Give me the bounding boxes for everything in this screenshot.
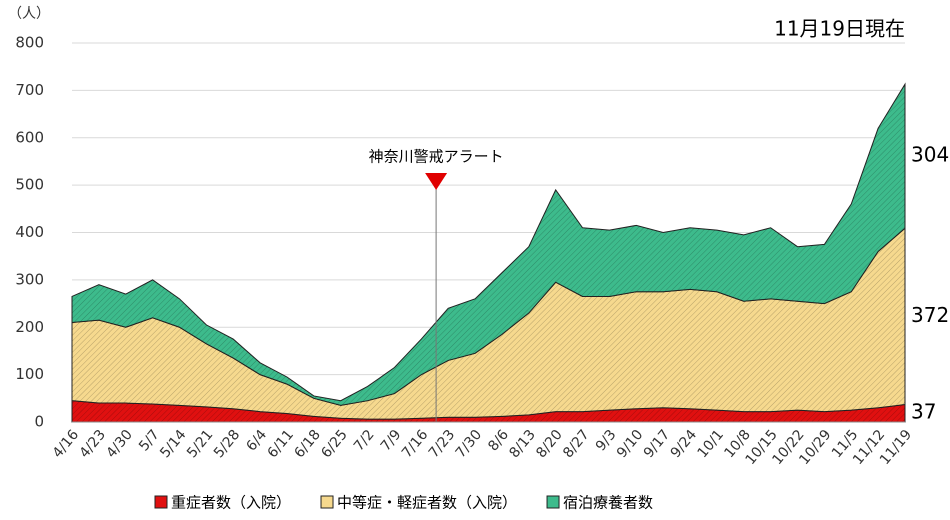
legend-swatch <box>320 495 334 509</box>
x-tick-label: 7/30 <box>453 427 485 461</box>
x-tick-label: 7/23 <box>426 427 458 461</box>
x-tick-label: 4/16 <box>50 427 83 461</box>
y-tick-label: 700 <box>15 81 44 99</box>
y-axis-label: （人） <box>8 6 50 22</box>
x-tick-label: 9/17 <box>641 427 673 461</box>
y-tick-label: 600 <box>15 128 44 146</box>
legend-swatch <box>154 495 168 509</box>
y-tick-label: 100 <box>15 365 44 383</box>
y-tick-label: 0 <box>34 413 44 431</box>
x-tick-label: 5/14 <box>157 427 190 461</box>
x-tick-label: 10/1 <box>695 427 727 461</box>
y-tick-label: 800 <box>15 34 44 52</box>
chart-title: 11月19日現在 <box>774 17 905 41</box>
x-tick-label: 6/25 <box>318 427 350 461</box>
legend-label: 重症者数（入院） <box>171 494 291 512</box>
x-tick-label: 9/10 <box>614 427 646 461</box>
area-hatch <box>72 228 905 420</box>
legend-swatch <box>546 495 560 509</box>
y-tick-label: 200 <box>15 318 44 336</box>
legend-label: 宿泊療養者数 <box>563 494 653 512</box>
x-tick-label: 4/30 <box>103 427 135 461</box>
area-hatch <box>72 400 905 422</box>
area-hatch <box>72 84 905 406</box>
x-tick-label: 6/11 <box>265 427 297 461</box>
x-tick-label: 5/21 <box>184 427 216 461</box>
annotation: 神奈川警戒アラート <box>369 148 504 166</box>
x-tick-label: 7/16 <box>399 427 432 461</box>
x-tick-label: 7/2 <box>351 427 378 455</box>
x-tick-label: 8/20 <box>533 427 565 461</box>
value-label: 372 <box>911 303 949 327</box>
x-tick-label: 9/24 <box>668 427 701 461</box>
legend-label: 中等症・軽症者数（入院） <box>337 494 517 512</box>
x-tick-label: 8/27 <box>560 427 592 461</box>
x-tick-label: 4/23 <box>77 427 109 461</box>
value-label: 37 <box>911 400 936 424</box>
x-tick-label: 5/28 <box>211 427 243 461</box>
y-tick-label: 400 <box>15 223 44 241</box>
annotation-marker <box>425 173 448 190</box>
y-tick-label: 300 <box>15 270 44 288</box>
x-tick-label: 6/18 <box>291 427 323 461</box>
value-label: 304 <box>911 143 949 167</box>
y-tick-label: 500 <box>15 176 44 194</box>
x-tick-label: 8/13 <box>506 427 538 461</box>
